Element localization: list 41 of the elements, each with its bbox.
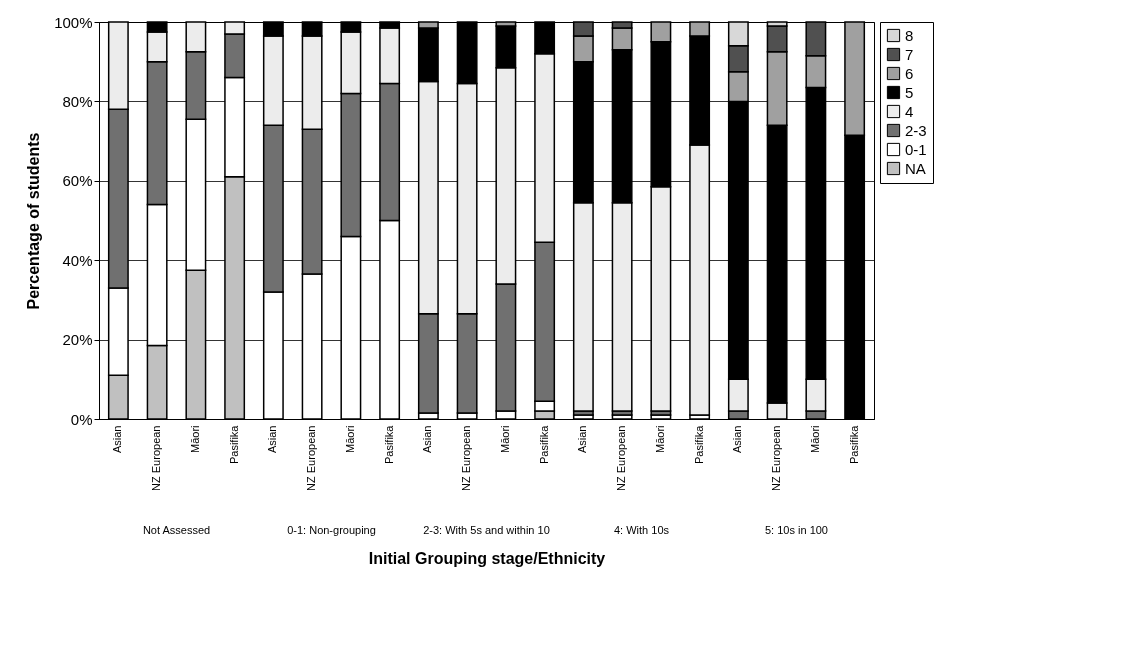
x-tick-label: NZ European xyxy=(770,425,783,491)
x-tick-label: NZ European xyxy=(615,425,628,491)
x-tick-label: Asian xyxy=(731,425,744,454)
text: 2-3: With 5s and within 10 xyxy=(423,524,550,536)
y-tick-label: 80% xyxy=(62,92,93,110)
x-tick-label: Māori xyxy=(343,425,356,454)
x-tick-label: Pasifika xyxy=(692,424,705,465)
legend-label: 8 xyxy=(905,26,914,44)
x-tick-label: Pasifika xyxy=(847,424,860,465)
legend-label: 0-1 xyxy=(905,140,927,158)
x-tick-label: Pasifika xyxy=(382,424,395,465)
y-tick-label: 40% xyxy=(62,251,93,269)
x-tick-label: Māori xyxy=(498,425,511,454)
x-tick-label: Māori xyxy=(653,425,666,454)
legend-label: 7 xyxy=(905,45,914,63)
x-tick-label: NZ European xyxy=(305,425,318,491)
y-axis-title: Percentage of students xyxy=(25,132,43,310)
x-tick-label: NZ European xyxy=(150,425,163,491)
y-tick-label: 20% xyxy=(62,331,93,349)
y-tick-label: 100% xyxy=(54,13,93,31)
legend-label: 4 xyxy=(905,102,914,120)
y-tick-label: 0% xyxy=(70,410,93,428)
y-tick-label: 60% xyxy=(62,172,93,190)
legend-label: 5 xyxy=(905,83,914,101)
legend-label: NA xyxy=(905,159,926,177)
x-tick-label: Asian xyxy=(266,425,279,454)
x-axis-title: Initial Grouping stage/Ethnicity xyxy=(368,549,606,567)
text: 0-1: Non-grouping xyxy=(287,524,376,536)
text: Not Assessed xyxy=(142,524,211,536)
x-tick-label: Māori xyxy=(188,425,201,454)
text: 4: With 10s xyxy=(613,524,670,536)
x-tick-label: Pasifika xyxy=(537,424,550,465)
x-tick-label: Asian xyxy=(576,425,589,454)
x-tick-label: NZ European xyxy=(460,425,473,491)
legend-label: 2-3 xyxy=(905,121,927,139)
legend-label: 6 xyxy=(905,64,914,82)
text: 5: 10s in 100 xyxy=(765,524,828,536)
x-tick-label: Asian xyxy=(111,425,124,454)
x-tick-label: Pasifika xyxy=(227,424,240,465)
x-tick-label: Māori xyxy=(808,425,821,454)
x-tick-label: Asian xyxy=(421,425,434,454)
